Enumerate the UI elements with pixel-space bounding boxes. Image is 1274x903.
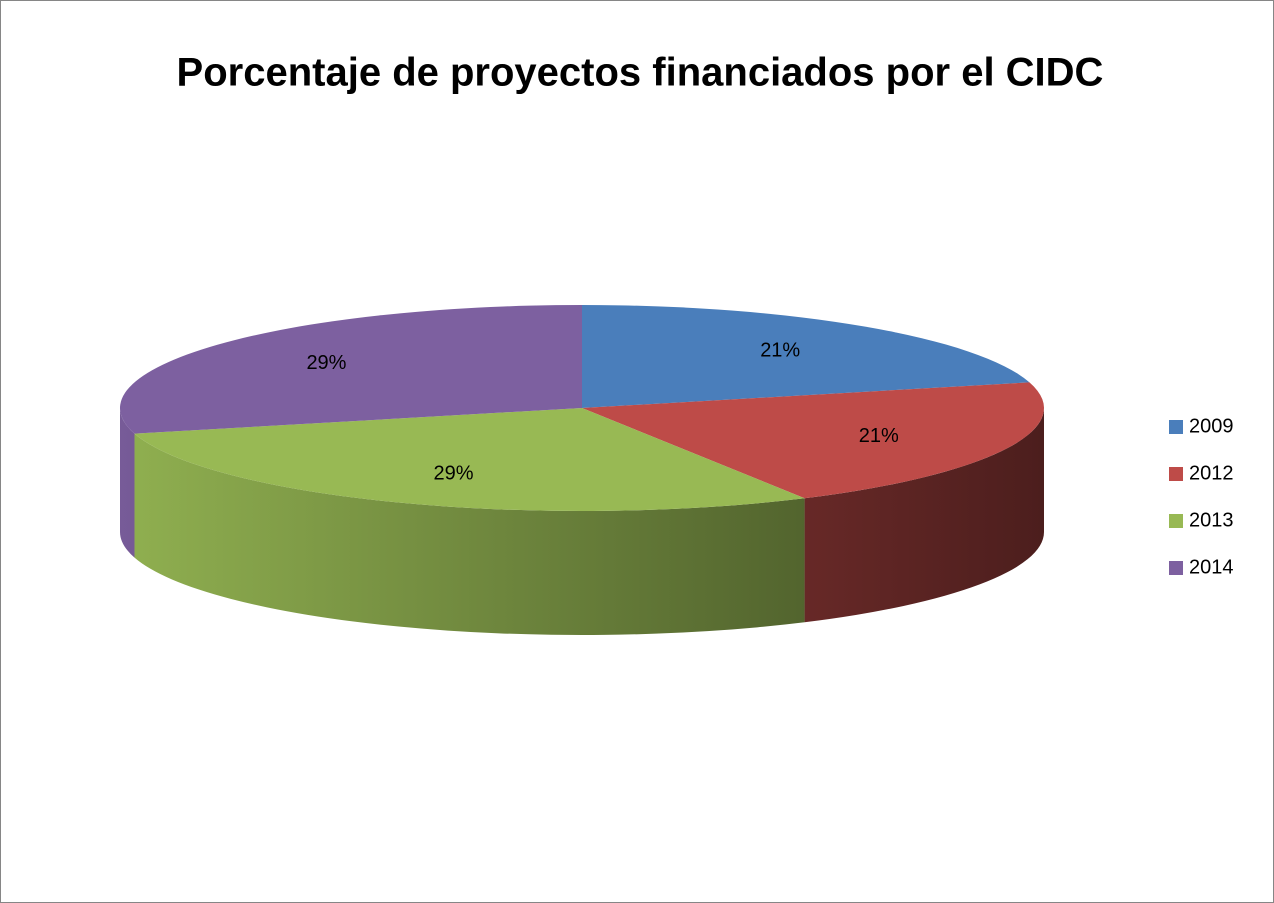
chart-title: Porcentaje de proyectos financiados por …: [177, 51, 1104, 95]
legend-label: 2009: [1189, 415, 1234, 437]
data-label: 21%: [760, 339, 800, 361]
data-label: 29%: [434, 462, 474, 484]
legend-swatch: [1169, 420, 1183, 434]
pie-slice-side: [134, 433, 805, 635]
data-label: 21%: [859, 425, 899, 447]
data-label: 29%: [306, 352, 346, 374]
legend-swatch: [1169, 561, 1183, 575]
legend-label: 2014: [1189, 556, 1234, 578]
legend-label: 2012: [1189, 462, 1234, 484]
legend-label: 2013: [1189, 509, 1234, 531]
pie-slice-side: [804, 408, 1044, 623]
pie-slice: [134, 408, 805, 511]
pie-slice-side: [120, 408, 135, 558]
pie-slice: [582, 382, 1044, 499]
pie-slice: [582, 305, 1030, 408]
legend-swatch: [1169, 467, 1183, 481]
pie-slice: [120, 305, 583, 434]
legend-swatch: [1169, 514, 1183, 528]
